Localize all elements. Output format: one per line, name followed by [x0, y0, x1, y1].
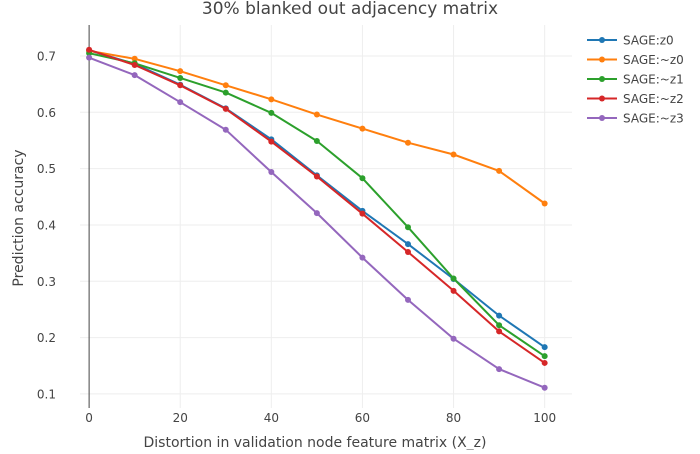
data-point	[496, 312, 503, 319]
x-axis-label: Distortion in validation node feature ma…	[144, 435, 487, 450]
data-point	[405, 224, 411, 231]
data-point	[86, 54, 93, 61]
legend-item: SAGE:~z2	[587, 92, 684, 106]
x-tick-label: 0	[85, 411, 93, 425]
data-point	[450, 335, 457, 342]
series-group	[86, 46, 548, 366]
data-point	[222, 105, 229, 112]
x-tick-label: 20	[173, 411, 188, 425]
data-point	[131, 61, 138, 68]
series-layer	[86, 46, 548, 391]
data-point	[222, 89, 229, 96]
data-point	[268, 96, 275, 103]
data-point	[496, 322, 503, 329]
x-tick-label: 100	[533, 411, 556, 425]
data-point	[541, 359, 548, 366]
legend-swatch-marker	[599, 37, 605, 43]
legend-label: SAGE:~z3	[623, 112, 684, 126]
data-point	[177, 99, 184, 106]
data-point	[541, 344, 548, 351]
data-point	[359, 175, 366, 182]
data-point	[405, 139, 411, 146]
legend-swatch-marker	[599, 115, 605, 121]
data-point	[405, 248, 411, 255]
legend-label: SAGE:~z2	[623, 92, 684, 106]
y-axis-label: Prediction accuracy	[11, 149, 27, 286]
legend-label: SAGE:~z0	[623, 53, 684, 67]
data-point	[177, 68, 184, 75]
legend-item: SAGE:z0	[587, 34, 674, 48]
x-tick-label: 80	[446, 411, 461, 425]
data-point	[450, 275, 457, 282]
data-point	[496, 167, 503, 174]
data-point	[268, 138, 275, 145]
data-point	[496, 366, 503, 373]
data-point	[313, 138, 320, 145]
data-point	[313, 111, 320, 118]
y-tick-label: 0.6	[37, 106, 56, 120]
y-tick-label: 0.7	[37, 49, 56, 63]
data-point	[359, 125, 366, 132]
legend-label: SAGE:z0	[623, 34, 674, 48]
data-point	[541, 200, 548, 207]
legend-label: SAGE:~z1	[623, 73, 684, 87]
data-point	[496, 328, 503, 335]
y-tick-label: 0.5	[37, 162, 56, 176]
y-tick-label: 0.2	[37, 331, 56, 345]
legend-swatch-marker	[599, 76, 605, 82]
legend-item: SAGE:~z0	[587, 53, 684, 67]
legend: SAGE:z0 SAGE:~z0 SAGE:~z1 SAGE:~z2 SAGE:~z3	[587, 34, 684, 126]
data-point	[268, 109, 275, 116]
legend-item: SAGE:~z3	[587, 112, 684, 126]
data-point	[86, 46, 93, 53]
data-point	[450, 151, 457, 158]
data-point	[541, 353, 548, 360]
data-point	[450, 287, 457, 294]
data-point	[405, 241, 411, 248]
legend-swatch-marker	[599, 56, 605, 63]
data-point	[131, 55, 138, 62]
legend-item: SAGE:~z1	[587, 73, 684, 87]
data-point	[313, 210, 320, 217]
data-point	[359, 210, 366, 217]
tick-labels: 0.1 0.2 0.3 0.4 0.5 0.6 0.7 0 20 40 60 80 100	[37, 49, 556, 425]
x-tick-label: 40	[264, 411, 279, 425]
data-point	[222, 126, 229, 133]
data-point	[268, 169, 275, 176]
y-tick-label: 0.1	[37, 387, 56, 401]
data-point	[405, 296, 411, 303]
chart-title: 30% blanked out adjacency matrix	[202, 0, 498, 19]
data-point	[131, 72, 138, 79]
series-group	[86, 54, 548, 391]
data-point	[177, 74, 184, 81]
data-point	[177, 82, 184, 89]
data-point	[313, 173, 320, 180]
x-tick-label: 60	[355, 411, 370, 425]
data-point	[541, 384, 548, 391]
data-point	[359, 254, 366, 261]
y-tick-label: 0.4	[37, 218, 56, 232]
y-tick-label: 0.3	[37, 275, 56, 289]
legend-swatch-marker	[599, 95, 605, 102]
data-point	[222, 82, 229, 89]
